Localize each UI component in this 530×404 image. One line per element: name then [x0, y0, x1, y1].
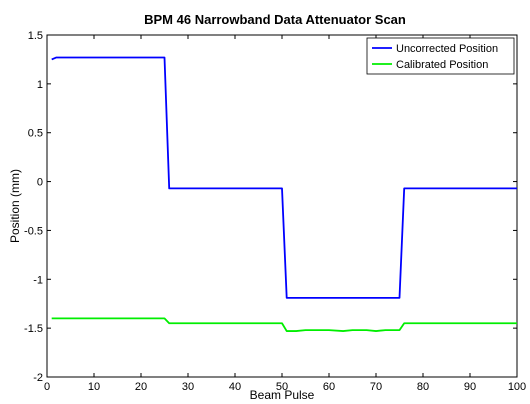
y-axis-label: Position (mm) — [8, 169, 22, 243]
x-axis-label: Beam Pulse — [250, 388, 315, 402]
x-tick-label: 100 — [508, 381, 526, 393]
y-tick-label: 0.5 — [28, 128, 43, 140]
x-tick-label: 40 — [229, 381, 241, 393]
x-tick-label: 70 — [370, 381, 382, 393]
y-tick-label: -0.5 — [24, 225, 43, 237]
x-tick-label: 20 — [135, 381, 147, 393]
y-tick-label: -1.5 — [24, 323, 43, 335]
y-tick-label: 0 — [37, 177, 43, 189]
x-axis: 0 10 20 30 40 50 60 70 80 90 100 — [44, 35, 526, 393]
y-tick-label: -1 — [33, 274, 43, 286]
y-tick-label: 1 — [37, 79, 43, 91]
x-tick-label: 80 — [417, 381, 429, 393]
legend-box — [366, 37, 515, 75]
series-layer — [51, 56, 517, 332]
x-tick-label: 50 — [276, 381, 288, 393]
x-tick-label: 30 — [182, 381, 194, 393]
legend-label-uncorrected: Uncorrected Position — [396, 43, 498, 55]
x-tick-label: 60 — [323, 381, 335, 393]
x-tick-label: 0 — [44, 381, 50, 393]
chart-title: BPM 46 Narrowband Data Attenuator Scan — [144, 12, 406, 27]
legend-label-calibrated: Calibrated Position — [396, 59, 488, 71]
legend: Uncorrected Position Calibrated Position — [366, 37, 515, 75]
y-axis: -2 -1.5 -1 -0.5 0 0.5 1 1.5 — [24, 30, 517, 384]
series-line-uncorrected — [51, 56, 517, 299]
x-tick-label: 90 — [464, 381, 476, 393]
y-tick-label: -2 — [33, 372, 43, 384]
x-tick-label: 10 — [88, 381, 100, 393]
y-tick-label: 1.5 — [28, 30, 43, 42]
series-line-calibrated — [51, 317, 517, 332]
